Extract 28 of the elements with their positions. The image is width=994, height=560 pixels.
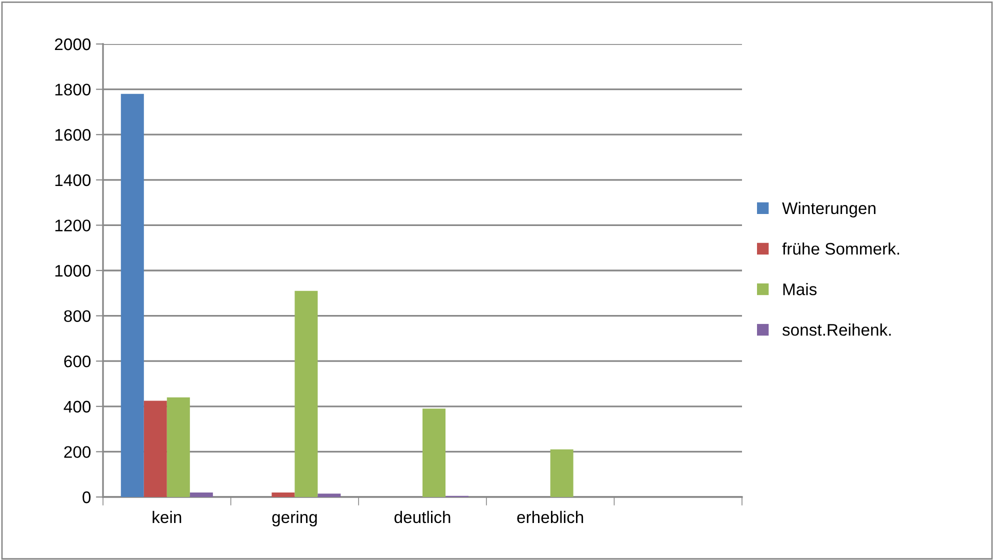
legend-label: sonst.Reihenk. (782, 324, 891, 336)
y-tick-label: 400 (64, 400, 91, 413)
y-tick-label: 1600 (55, 129, 91, 141)
y-tick-label: 1800 (55, 84, 91, 96)
y-tick-label: 0 (82, 491, 91, 504)
legend-label: frühe Sommerk. (782, 242, 900, 255)
y-tick-label: 200 (64, 446, 91, 458)
x-tick-label: erheblich (517, 510, 584, 524)
x-tick-label: deutlich (394, 510, 450, 524)
bar (318, 494, 341, 497)
bar (190, 492, 213, 497)
bar (550, 449, 574, 497)
bar (294, 290, 318, 497)
bar (422, 408, 446, 497)
bar (166, 397, 190, 497)
y-tick-label: 800 (64, 310, 91, 322)
bar (144, 400, 167, 497)
y-tick-label: 600 (64, 356, 91, 368)
legend-label: Mais (783, 283, 817, 296)
bar (272, 492, 295, 497)
bar (120, 94, 144, 497)
x-tick-label: gering (272, 510, 317, 526)
y-tick-label: 1400 (55, 174, 91, 186)
legend-label: Winterungen (782, 202, 876, 218)
y-tick-label: 1200 (55, 220, 91, 232)
x-tick-label: kein (152, 510, 182, 524)
y-tick-label: 2000 (54, 38, 91, 50)
y-tick-label: 1000 (55, 264, 91, 277)
